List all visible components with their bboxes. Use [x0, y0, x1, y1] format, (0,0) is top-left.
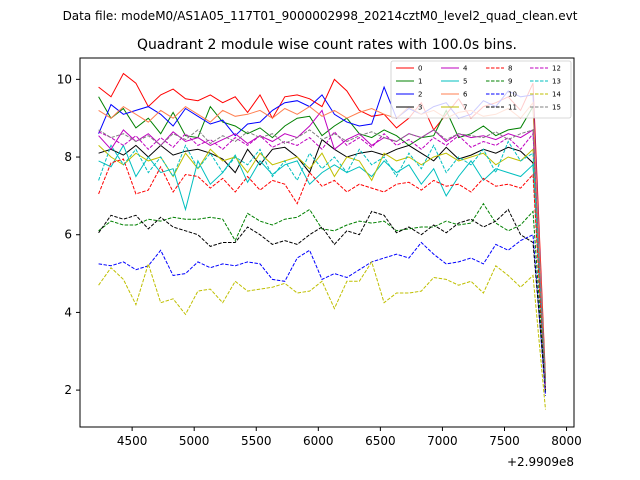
series-line-9 [98, 202, 546, 393]
legend-label-3: 3 [418, 104, 422, 112]
series-line-13 [98, 140, 546, 383]
series-line-12 [98, 131, 546, 389]
legend-label-4: 4 [463, 65, 468, 73]
series-line-5 [98, 144, 546, 387]
x-tick-label: 7000 [427, 434, 458, 448]
x-tick-label: 7500 [489, 434, 520, 448]
legend-box [390, 60, 572, 119]
legend-label-1: 1 [418, 78, 422, 86]
y-tick-label: 10 [57, 72, 72, 86]
y-tick-label: 4 [64, 305, 72, 319]
legend-label-2: 2 [418, 91, 422, 99]
series-line-1 [98, 96, 546, 383]
series-line-6 [98, 101, 546, 385]
series-line-14 [98, 260, 546, 410]
series-line-11 [98, 208, 546, 391]
x-tick-label: 8000 [551, 434, 582, 448]
series-line-10 [98, 233, 546, 396]
x-offset-label: +2.9909e8 [507, 455, 574, 469]
legend-label-10: 10 [508, 91, 517, 99]
legend-label-9: 9 [508, 78, 512, 86]
legend-label-14: 14 [552, 91, 561, 99]
legend-label-7: 7 [463, 104, 467, 112]
x-axis: 4500 5000 5500 6000 6500 7000 7500 8000 [117, 427, 582, 448]
y-tick-label: 2 [64, 383, 72, 397]
legend-label-12: 12 [552, 65, 561, 73]
series-line-15 [98, 129, 546, 387]
x-tick-label: 5500 [241, 434, 272, 448]
series-line-4 [98, 109, 546, 391]
legend-label-5: 5 [463, 78, 467, 86]
series-line-3 [98, 138, 546, 393]
legend-label-15: 15 [552, 104, 561, 112]
plot-frame [79, 57, 575, 428]
legend-label-11: 11 [508, 104, 517, 112]
legend-label-0: 0 [418, 65, 422, 73]
plot-lines [98, 72, 546, 410]
chart-title: Quadrant 2 module wise count rates with … [137, 37, 517, 53]
x-tick-label: 4500 [117, 434, 148, 448]
suptitle: Data file: modeM0/AS1A05_117T01_90000029… [63, 9, 578, 23]
x-tick-label: 6000 [303, 434, 334, 448]
legend-label-8: 8 [508, 65, 512, 73]
series-line-2 [98, 85, 546, 389]
y-tick-label: 8 [64, 150, 72, 164]
x-tick-label: 6500 [365, 434, 396, 448]
legend-label-6: 6 [463, 91, 468, 99]
series-line-8 [98, 158, 546, 395]
y-tick-label: 6 [64, 228, 72, 242]
series-line-7 [98, 145, 546, 391]
y-axis: 2 4 6 8 10 [57, 72, 80, 397]
legend-label-13: 13 [552, 78, 561, 86]
x-tick-label: 5000 [179, 434, 210, 448]
